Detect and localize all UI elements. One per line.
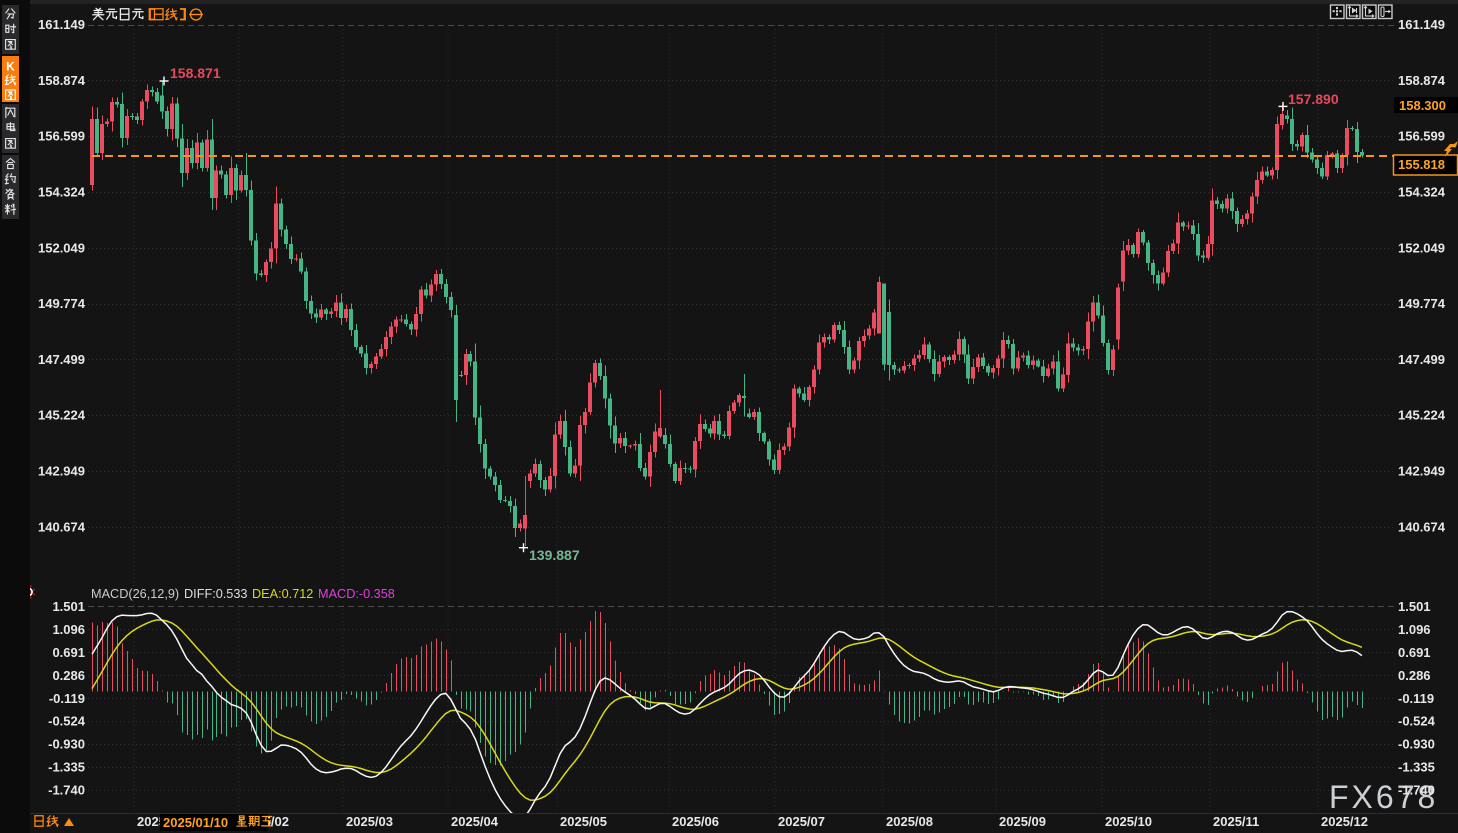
svg-text:149.774: 149.774 [38,296,86,311]
svg-text:158.871: 158.871 [170,65,221,81]
svg-text:-0.930: -0.930 [48,737,85,752]
svg-text:158.874: 158.874 [38,73,86,88]
svg-text:2025/10: 2025/10 [1105,814,1152,829]
svg-text:MACD:-0.358: MACD:-0.358 [318,587,395,601]
svg-text:-0.524: -0.524 [1398,714,1436,729]
svg-text:154.324: 154.324 [1398,185,1446,200]
svg-text:1.501: 1.501 [1398,599,1431,614]
svg-text:161.149: 161.149 [1398,17,1445,32]
svg-text:DIFF:0.533: DIFF:0.533 [184,587,247,601]
svg-text:1.096: 1.096 [52,622,85,637]
svg-text:0.691: 0.691 [52,645,85,660]
svg-text:FX678: FX678 [1329,779,1438,815]
svg-text:0.691: 0.691 [1398,645,1431,660]
svg-text:139.887: 139.887 [529,547,580,563]
svg-text:2025/04: 2025/04 [451,814,499,829]
svg-text:DEA:0.712: DEA:0.712 [252,587,313,601]
svg-text:1.096: 1.096 [1398,622,1431,637]
svg-text:154.324: 154.324 [38,185,86,200]
svg-text:145.224: 145.224 [1398,408,1446,423]
svg-text:-1.740: -1.740 [1398,783,1435,798]
svg-text:142.949: 142.949 [38,464,85,479]
svg-text:155.818: 155.818 [1398,157,1445,172]
svg-text:MACD(26,12,9): MACD(26,12,9) [91,587,179,601]
svg-text:2025/05: 2025/05 [560,814,607,829]
svg-text:-1.335: -1.335 [48,760,85,775]
svg-text:-1.740: -1.740 [48,783,85,798]
svg-text:1.501: 1.501 [52,599,85,614]
svg-text:158.874: 158.874 [1398,73,1446,88]
svg-text:140.674: 140.674 [38,519,86,534]
svg-text:149.774: 149.774 [1398,296,1446,311]
svg-text:0.286: 0.286 [52,668,85,683]
svg-text:142.949: 142.949 [1398,464,1445,479]
svg-text:152.049: 152.049 [38,240,85,255]
svg-text:K: K [6,60,15,74]
svg-text:156.599: 156.599 [38,129,85,144]
svg-text:0.286: 0.286 [1398,668,1431,683]
svg-text:-0.119: -0.119 [1398,691,1434,706]
svg-text:157.890: 157.890 [1288,91,1339,107]
svg-text:2025/08: 2025/08 [886,814,933,829]
svg-text:2025/11: 2025/11 [1213,814,1259,829]
svg-text:147.499: 147.499 [38,352,85,367]
svg-text:2025/07: 2025/07 [778,814,825,829]
svg-text:156.599: 156.599 [1398,129,1445,144]
svg-text:2025/01/10: 2025/01/10 [163,815,228,830]
svg-text:2025/09: 2025/09 [999,814,1046,829]
svg-text:2025/12: 2025/12 [1321,814,1368,829]
svg-text:145.224: 145.224 [38,408,86,423]
svg-text:158.300: 158.300 [1399,98,1446,113]
svg-text:147.499: 147.499 [1398,352,1445,367]
svg-text:-1.335: -1.335 [1398,760,1435,775]
svg-text:140.674: 140.674 [1398,519,1446,534]
svg-text:161.149: 161.149 [38,17,85,32]
svg-text:152.049: 152.049 [1398,240,1445,255]
svg-text:-0.119: -0.119 [49,691,85,706]
svg-text:-0.930: -0.930 [1398,737,1435,752]
svg-text:2025/06: 2025/06 [672,814,719,829]
svg-text:2025/03: 2025/03 [346,814,393,829]
svg-text:-0.524: -0.524 [48,714,86,729]
